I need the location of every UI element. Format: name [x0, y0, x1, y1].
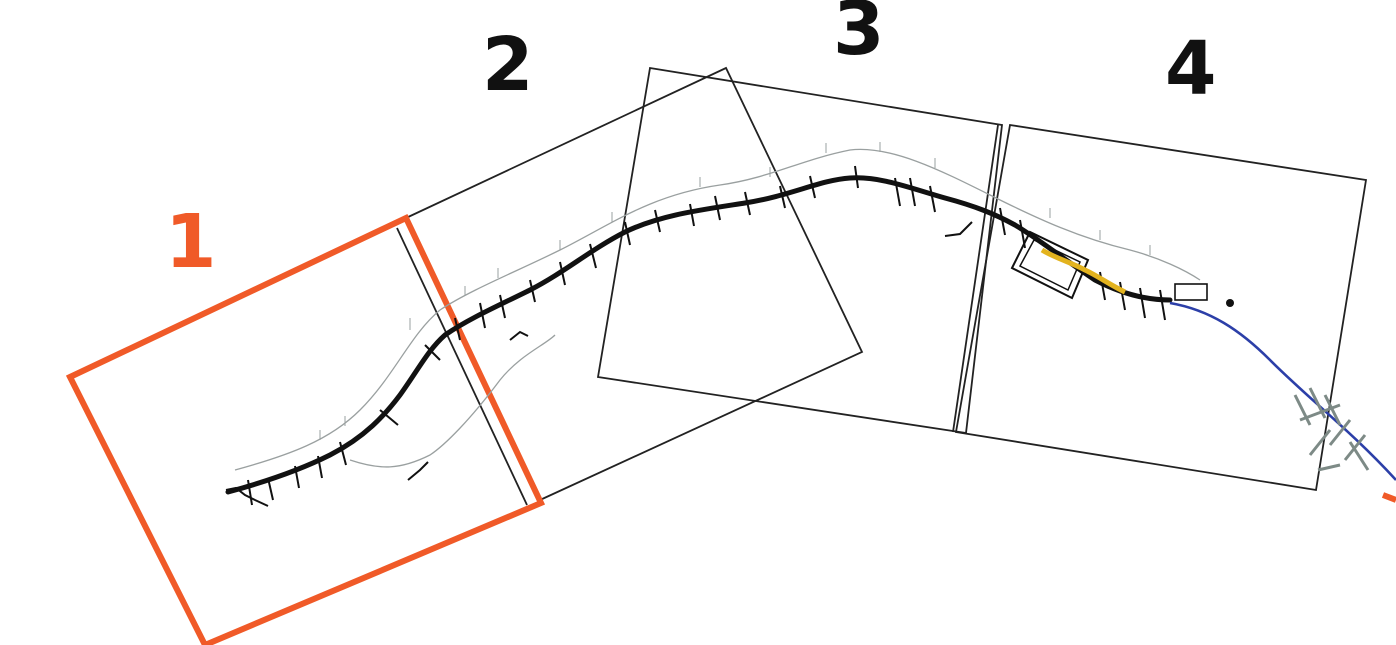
sheet-label-4: 4 — [1165, 26, 1217, 112]
sheet-frame-3[interactable] — [596, 66, 1003, 435]
sheet-label-2: 2 — [482, 22, 534, 108]
corridor-outline — [234, 148, 1201, 471]
route-main — [225, 175, 1173, 495]
sheet-seam-3-4 — [952, 124, 999, 433]
sheet-seam-1-2 — [396, 227, 528, 506]
sheet-frames — [396, 66, 1368, 506]
sheet-label-1: 1 — [165, 199, 217, 285]
route-details — [225, 221, 973, 507]
hatch-marks — [1293, 387, 1370, 472]
sheet-frame-1[interactable] — [65, 214, 546, 645]
corridor-ticks — [319, 142, 1151, 440]
sheet-label-3: 3 — [833, 0, 885, 72]
highlight-edge-mark — [1381, 492, 1396, 503]
sheet-frame-4[interactable] — [954, 123, 1368, 492]
structure-block — [1010, 230, 1234, 307]
route-cross-marks — [247, 165, 1166, 506]
route-extension — [1169, 301, 1396, 481]
sheet-frame-2[interactable] — [404, 66, 864, 502]
